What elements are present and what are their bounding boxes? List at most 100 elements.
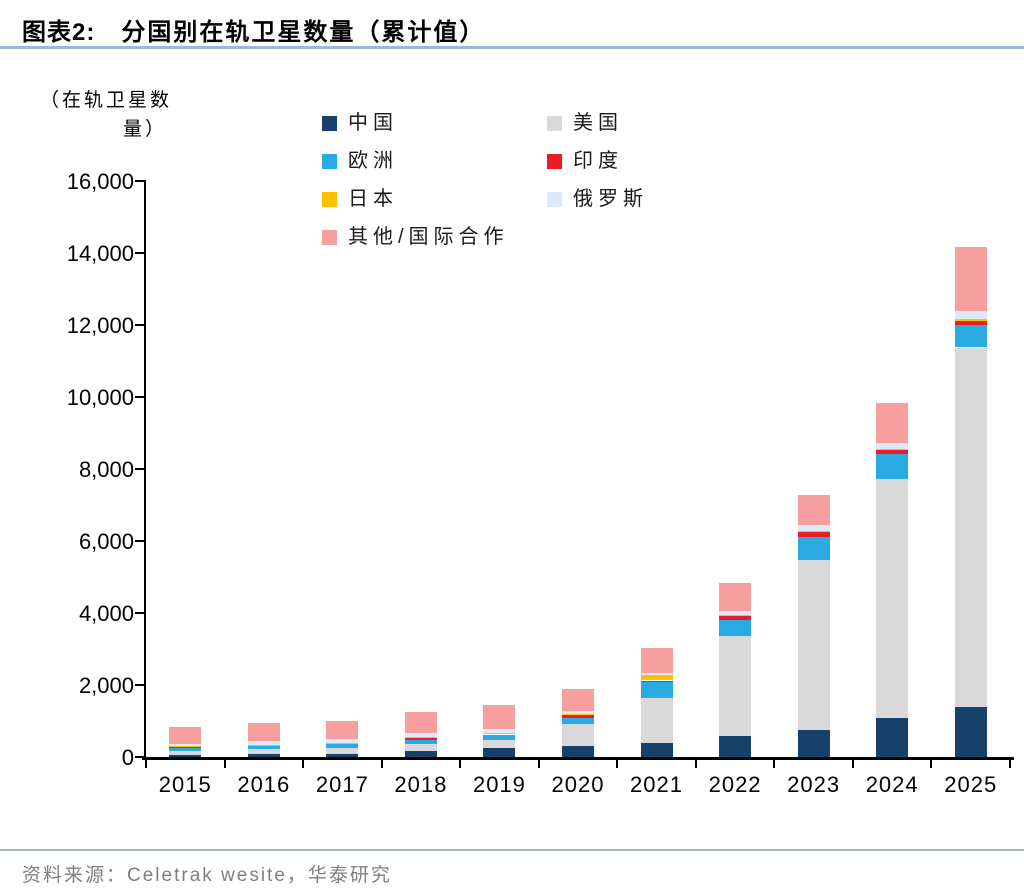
legend-swatch-中国 — [322, 116, 337, 131]
bar-segment-2022-俄罗斯 — [719, 610, 752, 615]
x-tick-label-2020: 2020 — [551, 772, 605, 797]
x-tick-label-2023: 2023 — [787, 772, 841, 797]
source-text: Celetrak wesite，华泰研究 — [127, 865, 392, 886]
bar-segment-2023-中国 — [797, 730, 830, 757]
bar-segment-2018-美国 — [404, 744, 437, 751]
legend-label: 美国 — [573, 112, 623, 134]
bar-segment-2025-俄罗斯 — [954, 310, 987, 320]
legend-item-美国: 美国 — [547, 106, 623, 134]
x-tick-mark — [930, 760, 933, 768]
y-axis-unit-label: （在轨卫星数 量） — [40, 86, 250, 145]
bar-segment-2020-俄罗斯 — [562, 710, 594, 714]
legend-swatch-美国 — [547, 116, 562, 131]
y-tick-label: 8,000 — [78, 457, 134, 482]
bar-segment-2017-中国 — [326, 753, 359, 757]
bar-segment-2021-美国 — [640, 697, 673, 743]
y-tick-mark — [135, 468, 144, 470]
bar-segment-2019-俄罗斯 — [483, 728, 516, 733]
x-tick-label-2021: 2021 — [630, 772, 683, 797]
bar-segment-2018-中国 — [404, 750, 437, 757]
y-tick-label: 6,000 — [78, 529, 134, 554]
bar-segment-2023-俄罗斯 — [797, 525, 830, 531]
bar-segment-2022-印度 — [719, 616, 752, 620]
y-tick-label: 4,000 — [78, 601, 134, 626]
bar-segment-2015-俄罗斯 — [169, 743, 202, 747]
legend-item-日本: 日本 — [322, 182, 398, 210]
bar-segment-2024-欧洲 — [876, 454, 909, 479]
legend-item-中国: 中国 — [322, 106, 398, 134]
bar-segment-2018-俄罗斯 — [404, 732, 437, 737]
bar-segment-2017-美国 — [326, 747, 359, 754]
bar-segment-2019-印度 — [483, 733, 516, 735]
bar-segment-2020-中国 — [562, 746, 594, 757]
y-tick-mark — [135, 612, 144, 614]
x-tick-mark — [773, 760, 776, 768]
legend-swatch-其他/国际合作 — [322, 230, 337, 245]
x-tick-mark — [145, 760, 147, 768]
bar-segment-2025-印度 — [954, 320, 987, 325]
bar-segment-2019-中国 — [483, 748, 516, 757]
bar-segment-2022-欧洲 — [719, 620, 752, 636]
legend-label: 印度 — [573, 150, 623, 172]
legend-label: 欧洲 — [348, 150, 398, 172]
y-tick-label: 14,000 — [66, 241, 134, 266]
y-tick-mark — [135, 684, 144, 686]
bar-segment-2020-日本 — [562, 713, 594, 715]
source-divider — [0, 849, 1024, 851]
bar-segment-2020-印度 — [562, 714, 594, 718]
bar-segment-2015-其他/国际合作 — [169, 726, 202, 744]
legend-item-印度: 印度 — [547, 144, 623, 172]
x-tick-mark — [851, 760, 854, 768]
x-tick-mark — [616, 760, 619, 768]
bar-segment-2022-美国 — [719, 635, 752, 737]
bar-segment-2023-欧洲 — [797, 537, 830, 561]
bar-segment-2024-美国 — [876, 478, 909, 719]
bar-segment-2023-其他/国际合作 — [797, 495, 830, 526]
bar-segment-2021-欧洲 — [640, 681, 673, 698]
y-tick-mark — [135, 180, 144, 182]
y-tick-mark — [135, 252, 144, 254]
bar-segment-2018-日本 — [404, 737, 437, 738]
bar-segment-2017-欧洲 — [326, 743, 359, 748]
x-tick-label-2022: 2022 — [708, 772, 762, 797]
y-tick-label: 0 — [121, 745, 134, 770]
bar-segment-2021-俄罗斯 — [640, 673, 673, 676]
bar-segment-2018-其他/国际合作 — [404, 711, 437, 733]
bar-segment-2016-俄罗斯 — [247, 741, 280, 745]
bar-segment-2024-中国 — [876, 718, 909, 757]
source-prefix: 资料来源： — [22, 865, 128, 886]
x-axis-line — [142, 757, 1014, 760]
source-note: 资料来源：Celetrak wesite，华泰研究 — [22, 860, 392, 887]
page-title: 图表2: 分国别在轨卫星数量（累计值） — [22, 12, 485, 47]
legend-swatch-印度 — [547, 154, 562, 169]
bar-segment-2018-印度 — [404, 737, 437, 741]
legend-swatch-欧洲 — [322, 154, 337, 169]
bar-segment-2015-中国 — [169, 754, 202, 757]
bar-segment-2023-印度 — [797, 532, 830, 538]
legend-item-其他/国际合作: 其他/国际合作 — [322, 220, 509, 248]
x-tick-label-2018: 2018 — [394, 772, 448, 797]
x-tick-mark — [694, 760, 697, 768]
bar-segment-2018-欧洲 — [404, 740, 437, 745]
bar-segment-2021-中国 — [640, 742, 673, 757]
bar-segment-2019-欧洲 — [483, 734, 516, 740]
x-tick-mark — [537, 760, 540, 768]
bar-segment-2021-其他/国际合作 — [640, 647, 673, 674]
legend-swatch-日本 — [322, 192, 337, 207]
bar-segment-2023-美国 — [797, 560, 830, 731]
bar-segment-2025-欧洲 — [954, 324, 987, 348]
bar-segment-2016-欧洲 — [247, 745, 280, 750]
bar-segment-2024-其他/国际合作 — [876, 403, 909, 444]
bar-segment-2024-印度 — [876, 450, 909, 455]
bar-segment-2023-日本 — [797, 530, 830, 532]
bar-segment-2020-欧洲 — [562, 717, 594, 724]
legend-item-俄罗斯: 俄罗斯 — [547, 182, 648, 210]
bar-segment-2019-其他/国际合作 — [483, 705, 516, 729]
legend-label: 中国 — [348, 112, 398, 134]
y-tick-mark — [135, 756, 144, 758]
bar-segment-2022-日本 — [719, 614, 752, 617]
x-tick-label-2024: 2024 — [865, 772, 919, 797]
x-tick-mark — [380, 760, 383, 768]
bar-segment-2016-中国 — [247, 754, 280, 757]
